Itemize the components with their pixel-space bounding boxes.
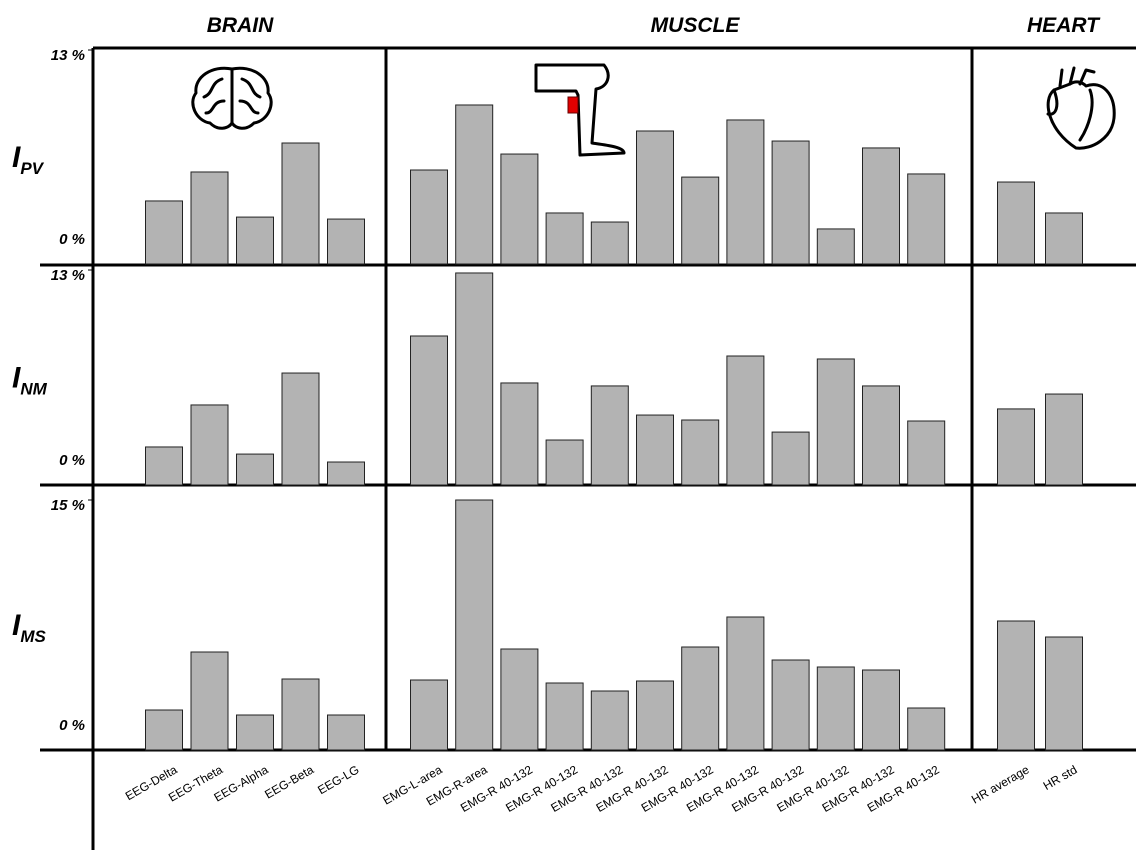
bar: [328, 219, 365, 264]
bar: [908, 421, 945, 485]
bar: [237, 454, 274, 485]
bar: [682, 647, 719, 750]
bar: [282, 373, 319, 485]
bar: [328, 462, 365, 485]
bar: [411, 170, 448, 264]
bar: [191, 652, 228, 750]
bar: [1046, 213, 1083, 264]
bar: [456, 105, 493, 264]
bar: [772, 432, 809, 485]
bar: [591, 222, 628, 264]
bar: [908, 174, 945, 264]
bar: [546, 440, 583, 485]
y-tick-label: 0 %: [59, 717, 85, 734]
bar: [863, 386, 900, 485]
bar: [237, 217, 274, 264]
bar: [501, 154, 538, 264]
x-tick-label: HR average: [969, 762, 1032, 806]
y-tick-label: 0 %: [59, 231, 85, 248]
bar: [191, 405, 228, 485]
bar: [282, 679, 319, 750]
y-tick-label: 13 %: [51, 267, 85, 284]
bar: [146, 201, 183, 264]
column-title: BRAIN: [207, 14, 274, 37]
column-title: MUSCLE: [651, 14, 741, 37]
bar: [456, 273, 493, 485]
bar: [727, 617, 764, 750]
bar: [863, 670, 900, 750]
bar: [998, 409, 1035, 485]
row-label: IPV: [12, 141, 45, 178]
bar: [237, 715, 274, 750]
bar: [282, 143, 319, 264]
bar: [501, 383, 538, 485]
row-label: IMS: [12, 609, 47, 646]
bar: [1046, 394, 1083, 485]
heart-icon: [1048, 68, 1114, 148]
bar: [501, 649, 538, 750]
bar: [817, 667, 854, 750]
chart: BRAINEEG-DeltaEEG-ThetaEEG-AlphaEEG-Beta…: [0, 0, 1136, 850]
bar: [637, 681, 674, 750]
bar: [411, 680, 448, 750]
row-label-sub: NM: [20, 380, 47, 399]
bar: [682, 177, 719, 264]
bar: [727, 356, 764, 485]
bar: [772, 141, 809, 264]
y-tick-label: 13 %: [51, 47, 85, 64]
bar: [146, 710, 183, 750]
x-tick-label: EEG-LG: [315, 762, 361, 797]
y-tick-label: 0 %: [59, 452, 85, 469]
bar: [772, 660, 809, 750]
row-label-sub: PV: [20, 159, 44, 178]
bar: [682, 420, 719, 485]
row-label-sub: MS: [20, 627, 46, 646]
bar: [411, 336, 448, 485]
x-tick-label: EEG-Beta: [262, 762, 316, 801]
bar: [863, 148, 900, 264]
x-tick-label: HR std: [1041, 762, 1080, 792]
bar: [546, 683, 583, 750]
bar: [998, 182, 1035, 264]
bar: [591, 386, 628, 485]
row-label: INM: [12, 362, 48, 399]
bar: [146, 447, 183, 485]
bar: [998, 621, 1035, 750]
bar: [1046, 637, 1083, 750]
bar: [328, 715, 365, 750]
brain-icon: [193, 68, 271, 128]
leg-icon: [536, 65, 624, 155]
bar: [591, 691, 628, 750]
bar: [546, 213, 583, 264]
bar: [637, 415, 674, 485]
bar: [817, 359, 854, 485]
bar: [456, 500, 493, 750]
bar: [908, 708, 945, 750]
column-title: HEART: [1027, 14, 1101, 37]
bar: [817, 229, 854, 264]
bar: [727, 120, 764, 264]
bar: [637, 131, 674, 264]
bar: [191, 172, 228, 264]
y-tick-label: 15 %: [51, 497, 85, 514]
